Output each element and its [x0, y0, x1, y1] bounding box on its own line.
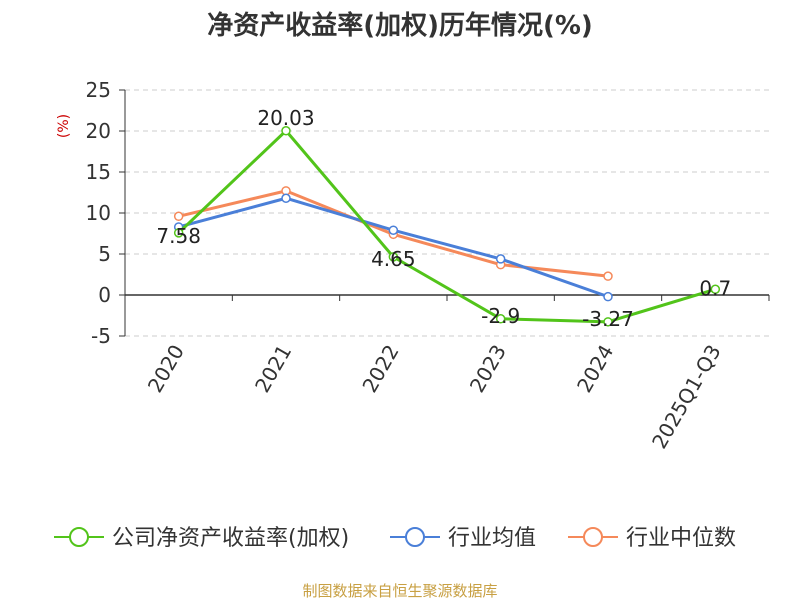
data-labels: 7.58 20.03 4.65 -2.9 -3.27 0.7 — [156, 106, 731, 331]
data-point — [281, 126, 291, 136]
data-label: 0.7 — [699, 276, 731, 300]
legend-item-0[interactable]: 公司净资产收益率(加权) — [54, 526, 349, 551]
legend[interactable]: 公司净资产收益率(加权) 行业均值 行业中位数 — [54, 526, 736, 551]
y-tick-label: 25 — [86, 78, 111, 102]
x-tick-label: 2023 — [465, 340, 511, 396]
legend-item-1[interactable]: 行业均值 — [390, 526, 536, 551]
y-tick-label: 0 — [98, 283, 111, 307]
y-tick-labels: 25 20 15 10 5 0 -5 — [86, 78, 111, 348]
data-point — [495, 254, 506, 264]
legend-marker — [69, 527, 89, 547]
x-tick-label: 2020 — [143, 341, 189, 397]
data-label: 4.65 — [371, 247, 416, 271]
legend-marker — [583, 527, 603, 547]
y-tick-label: 10 — [86, 201, 111, 225]
y-tick-label: 5 — [98, 242, 111, 266]
data-point — [388, 225, 399, 235]
legend-marker — [405, 527, 425, 547]
data-point — [603, 271, 613, 281]
data-label: 20.03 — [257, 106, 314, 130]
axes — [119, 89, 770, 337]
legend-label: 行业均值 — [448, 526, 536, 551]
legend-item-2[interactable]: 行业中位数 — [568, 526, 736, 551]
source-note: 制图数据来自恒生聚源数据库 — [302, 582, 497, 600]
data-point — [388, 252, 399, 262]
series-line-0 — [177, 129, 716, 324]
data-point — [603, 317, 613, 327]
data-label: -2.9 — [481, 304, 520, 328]
x-tick-label: 2022 — [357, 341, 403, 397]
data-point — [603, 291, 613, 302]
y-tick-label: 15 — [86, 160, 111, 184]
x-tick-label: 2024 — [572, 341, 618, 397]
series-group — [173, 126, 721, 327]
y-axis-label: (%) — [56, 114, 72, 138]
x-tick-label: 2025Q1-Q3 — [647, 341, 726, 453]
data-point — [173, 211, 184, 222]
legend-label: 公司净资产收益率(加权) — [112, 526, 349, 551]
data-point — [495, 314, 506, 324]
y-tick-label: 20 — [86, 119, 111, 143]
chart-title: 净资产收益率(加权)历年情况(%) — [207, 10, 593, 41]
data-point — [710, 284, 721, 295]
data-label: -3.27 — [582, 307, 634, 331]
x-tick-label: 2021 — [250, 341, 296, 397]
legend-label: 行业中位数 — [626, 526, 736, 551]
data-point — [173, 228, 184, 238]
y-tick-label: -5 — [91, 324, 111, 348]
x-tick-labels: 2020 2021 2022 2023 2024 2025Q1-Q3 — [143, 340, 726, 452]
data-label: 7.58 — [156, 224, 201, 248]
data-point — [281, 193, 291, 203]
